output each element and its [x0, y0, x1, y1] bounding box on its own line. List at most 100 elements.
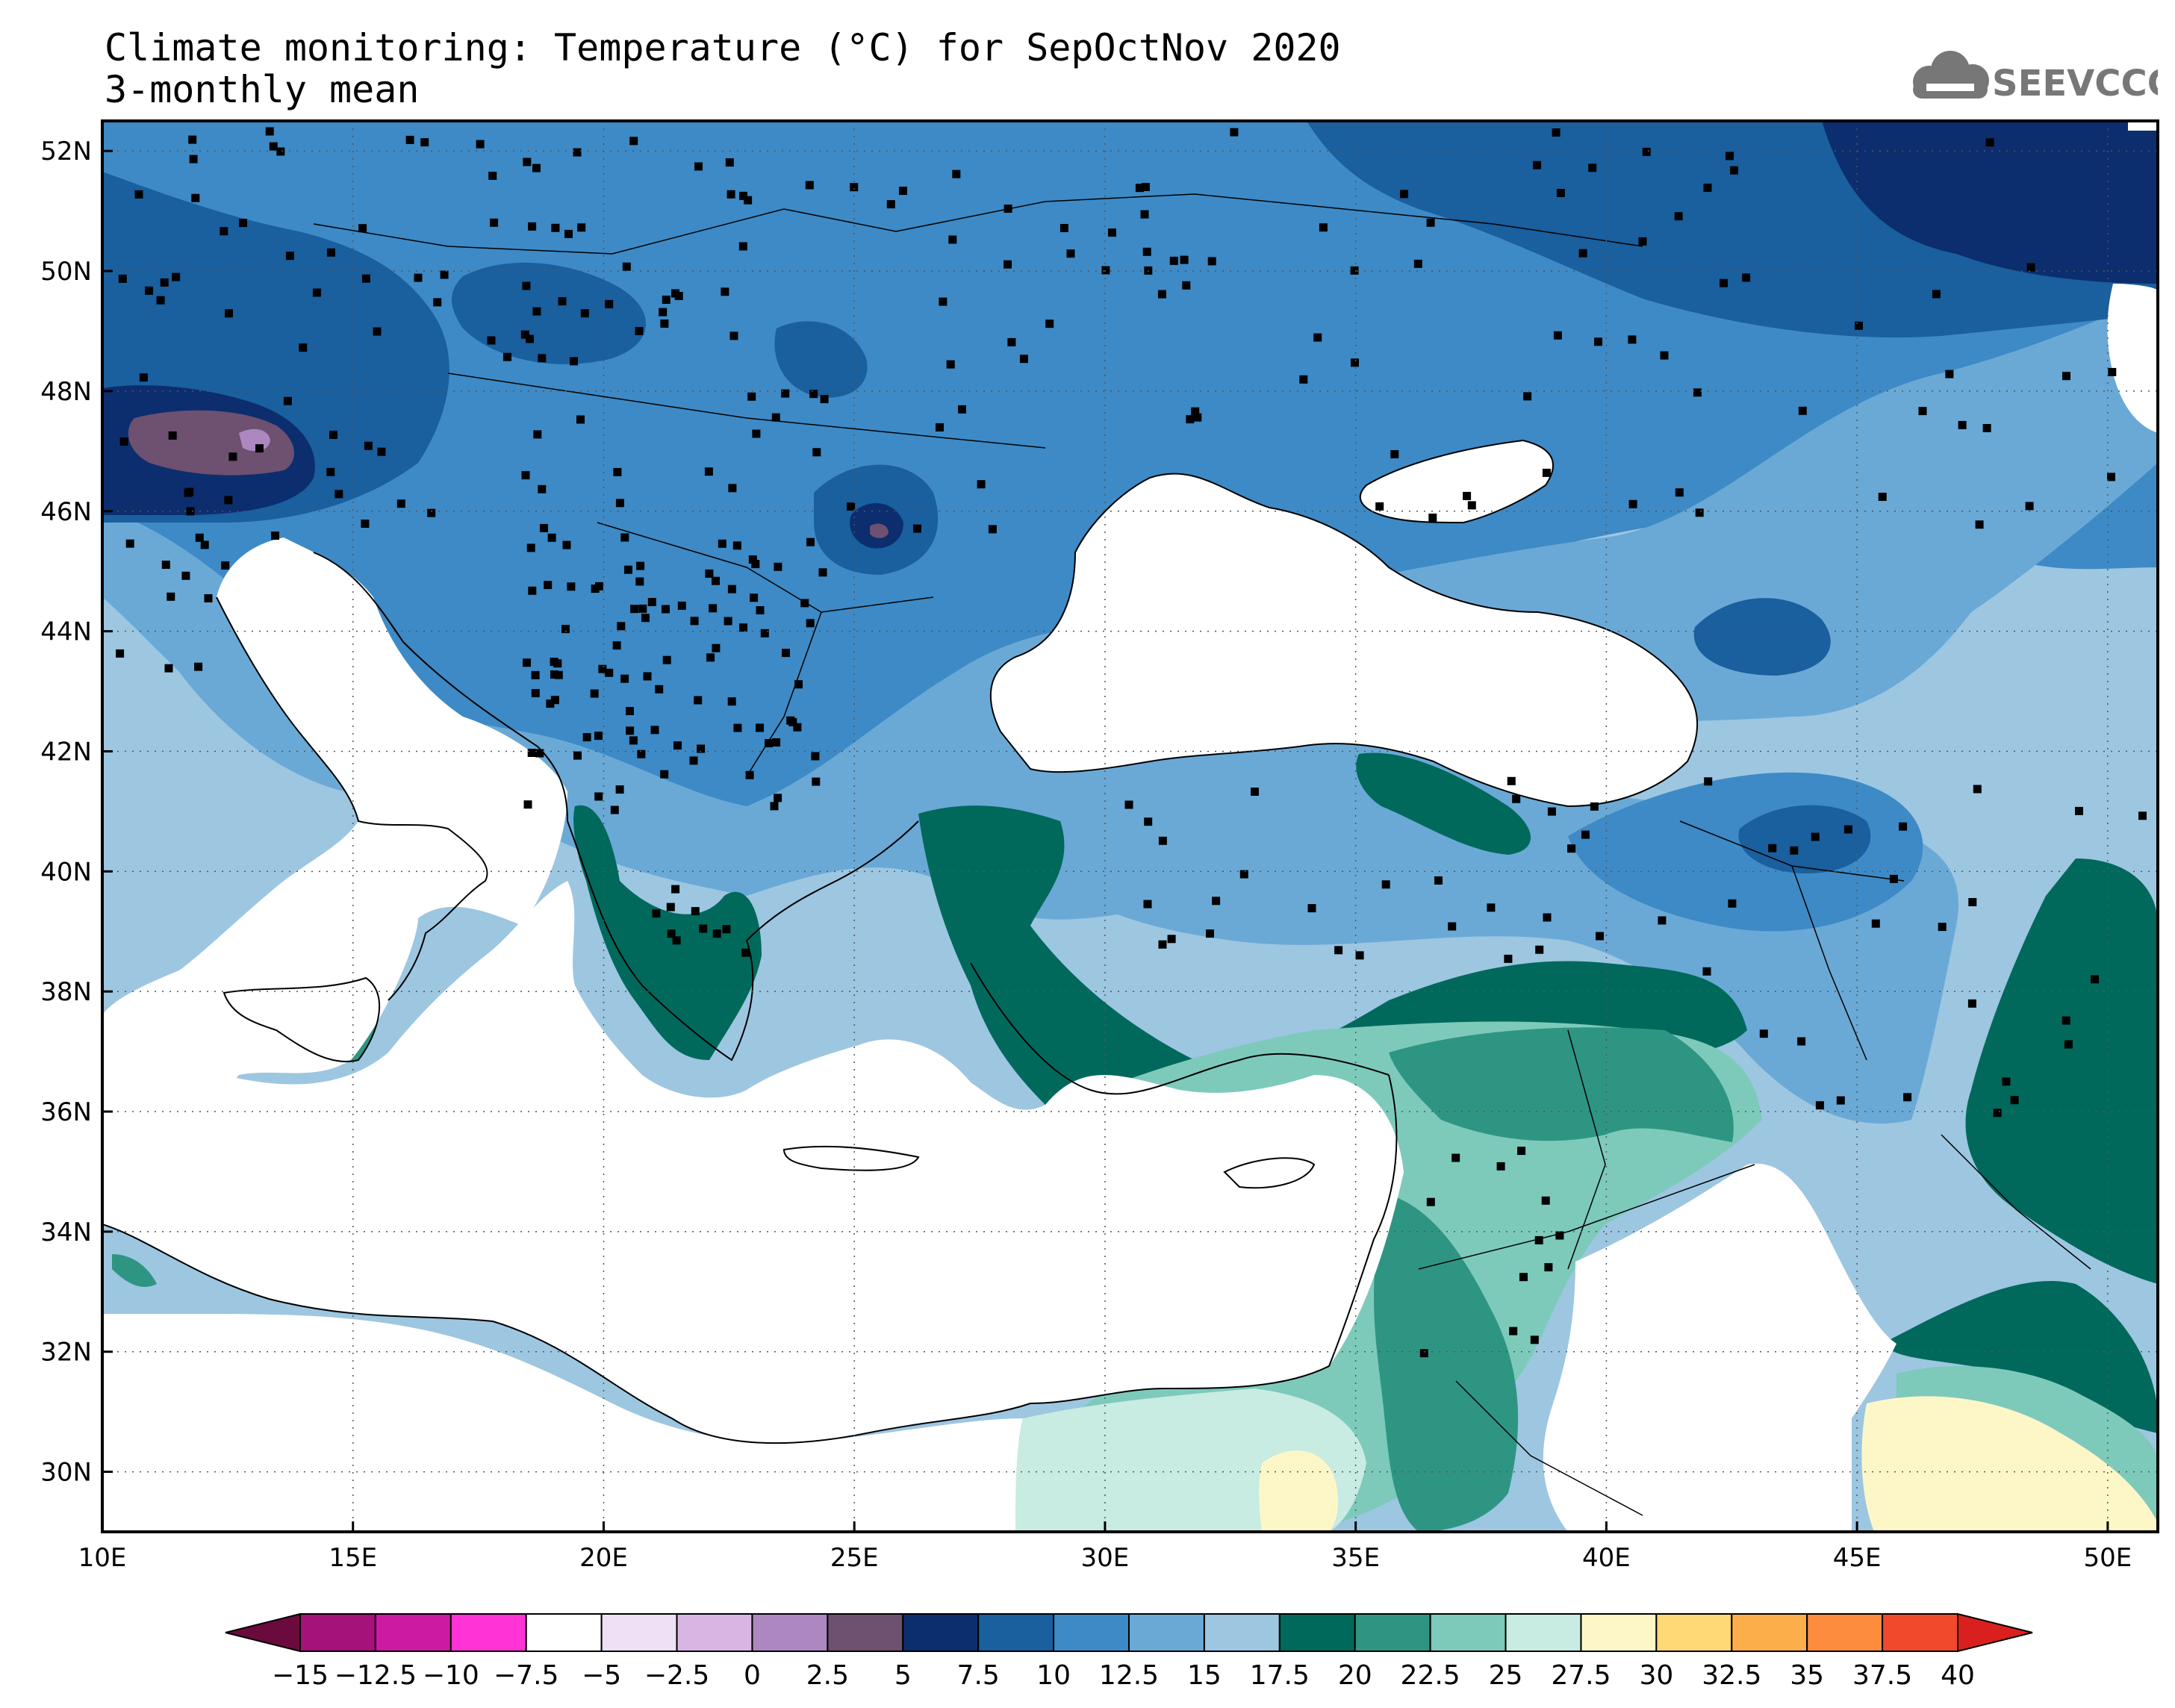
colorbar-segment [1505, 1613, 1582, 1652]
station-marker [1108, 228, 1116, 237]
station-marker [570, 357, 578, 366]
station-marker [161, 561, 170, 569]
station-marker [200, 540, 209, 549]
station-marker [722, 925, 731, 934]
station-marker [899, 187, 907, 196]
colorbar-label: −12.5 [335, 1660, 417, 1691]
station-marker [739, 191, 747, 200]
colorbar-segment [1580, 1613, 1658, 1652]
station-marker [617, 622, 626, 631]
nodata-east [2107, 284, 2158, 433]
colorbar-label: 17.5 [1250, 1660, 1310, 1691]
station-marker [1496, 1162, 1505, 1171]
station-marker [1552, 128, 1561, 137]
colorbar-segment [525, 1613, 603, 1652]
station-marker [326, 248, 335, 257]
station-marker [818, 568, 827, 577]
station-marker [689, 756, 698, 765]
lat-tick-label: 30N [40, 1458, 92, 1488]
station-marker [181, 571, 190, 580]
station-marker [1487, 903, 1496, 912]
station-marker [781, 389, 790, 398]
station-marker [706, 653, 715, 662]
station-marker [697, 744, 706, 753]
station-marker [164, 664, 173, 673]
lat-tick-label: 40N [40, 857, 92, 887]
station-marker [373, 327, 382, 336]
station-marker [712, 929, 721, 938]
station-marker [1509, 1327, 1518, 1335]
station-marker [520, 330, 529, 339]
station-marker [580, 309, 589, 318]
seevccc-logo: SEEVCCC [1913, 51, 2158, 105]
station-marker [1730, 166, 1738, 175]
coast-azov [1359, 439, 1554, 524]
station-marker [1413, 259, 1422, 268]
station-marker [751, 560, 760, 569]
station-marker [526, 543, 535, 552]
station-marker [577, 223, 586, 232]
station-marker [191, 193, 200, 202]
nodata-caspian-edge [2128, 121, 2158, 131]
station-marker [1451, 1153, 1460, 1162]
lon-tick-label: 45E [1833, 1543, 1882, 1573]
station-marker [1658, 916, 1667, 925]
station-marker [913, 524, 921, 533]
colorbar-label: 7.5 [957, 1660, 1000, 1691]
station-marker [312, 288, 321, 297]
station-marker [2026, 263, 2035, 272]
zone-12.5-15 [102, 299, 2158, 920]
station-marker [638, 604, 647, 613]
station-marker [794, 680, 803, 689]
lon-tick-labels: 10E 15E 20E 25E 30E 35E 40E 45E 50E [78, 1521, 2132, 1573]
lon-tick-label: 15E [329, 1543, 377, 1573]
colorbar-segment [1278, 1613, 1356, 1652]
colorbar-label: −10 [423, 1660, 479, 1691]
station-marker [503, 352, 511, 361]
zone-romania-2.5-5 [870, 523, 889, 538]
station-marker [690, 617, 699, 626]
station-marker [567, 582, 576, 591]
station-marker [620, 674, 629, 683]
station-marker [1390, 450, 1399, 458]
colorbar-segment [1354, 1613, 1431, 1652]
station-marker [329, 431, 337, 439]
station-marker [1182, 281, 1191, 290]
lon-tick-label: 25E [830, 1543, 879, 1573]
colorbar-label: 20 [1338, 1660, 1372, 1691]
station-marker [134, 190, 143, 199]
station-marker [1967, 999, 1976, 1008]
station-marker [747, 392, 756, 401]
station-marker [988, 525, 997, 534]
zone-iran-17.5-20 [1965, 858, 2158, 1284]
station-marker [1144, 817, 1153, 826]
station-marker [1186, 415, 1195, 424]
station-marker [326, 467, 335, 476]
station-marker [1519, 1273, 1528, 1282]
station-marker [726, 190, 735, 199]
station-marker [886, 200, 895, 209]
station-marker [1703, 184, 1712, 192]
lat-tick-label: 48N [40, 377, 92, 407]
station-marker [806, 537, 815, 546]
station-marker [220, 227, 228, 236]
station-marker [1467, 501, 1476, 510]
sea-adriatic-mediterranean [102, 537, 567, 1165]
colorbar-label: 10 [1036, 1660, 1071, 1691]
station-marker [1533, 160, 1541, 169]
station-marker [615, 785, 624, 794]
station-marker [622, 262, 631, 271]
station-marker [958, 405, 966, 414]
station-marker [1351, 358, 1359, 367]
station-marker [1938, 923, 1947, 932]
lat-tick-label: 34N [40, 1218, 92, 1247]
station-marker [1542, 468, 1551, 477]
station-marker [440, 270, 449, 279]
desert-arabia [1543, 1163, 1896, 1532]
station-marker [1541, 1196, 1550, 1205]
coast-adriatic-east [313, 552, 568, 822]
station-marker [699, 924, 708, 933]
station-marker [1581, 830, 1590, 839]
station-marker [554, 670, 563, 679]
